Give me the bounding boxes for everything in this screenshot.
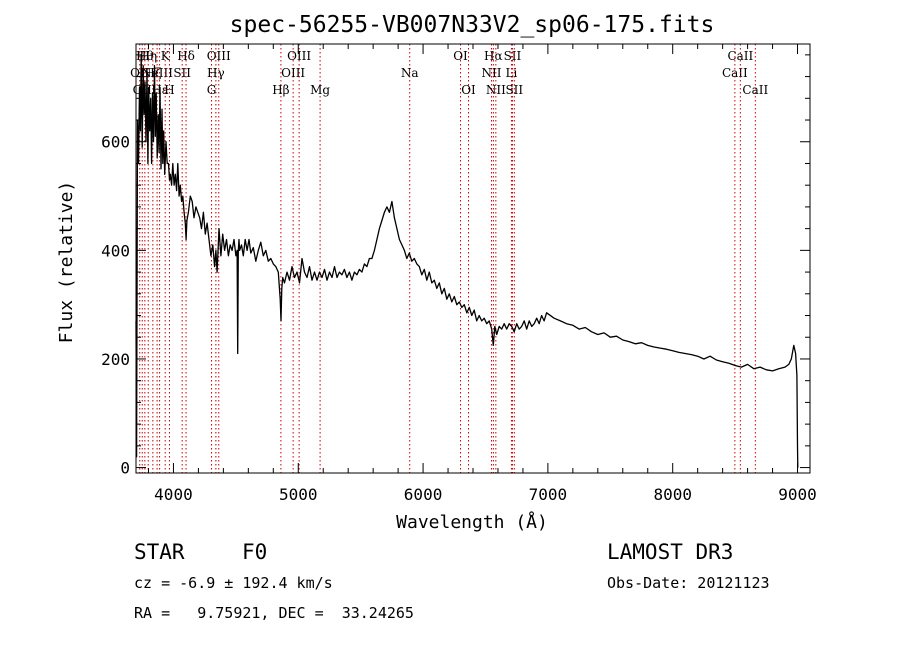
line-label: NII [486,83,506,97]
line-label: Hβ [272,83,289,97]
line-markers: OIIOIIHθHηHζNeIIIHεKHSIIHδGHγOIIIHβOIIIO… [130,44,768,473]
line-label: OI [461,83,476,97]
line-label: NeIII [141,66,173,80]
line-label: CaII [742,83,768,97]
y-axis-label: Flux (relative) [56,181,77,344]
y-tick-label: 200 [101,350,130,369]
object-class: STAR [134,540,185,564]
object-subclass: F0 [242,540,268,564]
line-label: G [207,83,217,97]
line-label: SII [504,49,522,63]
x-tick-label: 5000 [279,485,318,504]
survey-name: LAMOST DR3 [607,540,734,564]
x-tick-label: 4000 [154,485,193,504]
line-label: Hγ [207,66,225,80]
line-label: CaII [727,49,753,63]
x-tick-label: 7000 [529,485,568,504]
coordinates: RA = 9.75921, DEC = 33.24265 [134,604,414,622]
plot-area [135,54,799,468]
x-tick-label: 9000 [778,485,817,504]
line-label: OIII [207,49,231,63]
y-tick-label: 400 [101,241,130,260]
obs-date: Obs-Date: 20121123 [607,574,770,592]
line-label: K [161,49,171,63]
axes: 4000 5000 6000 7000 8000 9000 0 200 400 600 [101,43,817,504]
line-label: Hθ [136,49,154,63]
redshift-text: cz = -6.9 ± 192.4 km/s [134,574,333,592]
line-label: H [164,83,174,97]
line-label: Hη [139,49,157,63]
line-label: Hα [484,49,503,63]
y-tick-label: 0 [120,459,130,478]
line-label: Na [401,66,419,80]
x-axis-label: Wavelength (Å) [396,511,548,533]
line-label: Li [506,66,518,80]
spectrum-line [135,54,799,468]
line-label: SII [505,83,523,97]
line-label: Hδ [177,49,195,63]
line-label: OIII [287,49,311,63]
chart-title: spec-56255-VB007N33V2_sp06-175.fits [230,12,715,38]
line-label: NII [481,66,501,80]
x-tick-label: 6000 [404,485,443,504]
line-label: OI [453,49,468,63]
x-tick-label: 8000 [653,485,692,504]
y-tick-label: 600 [101,133,130,152]
line-label: OIII [281,66,305,80]
line-label: Mg [310,83,330,97]
line-label: SII [173,66,191,80]
line-label: CaII [722,66,748,80]
